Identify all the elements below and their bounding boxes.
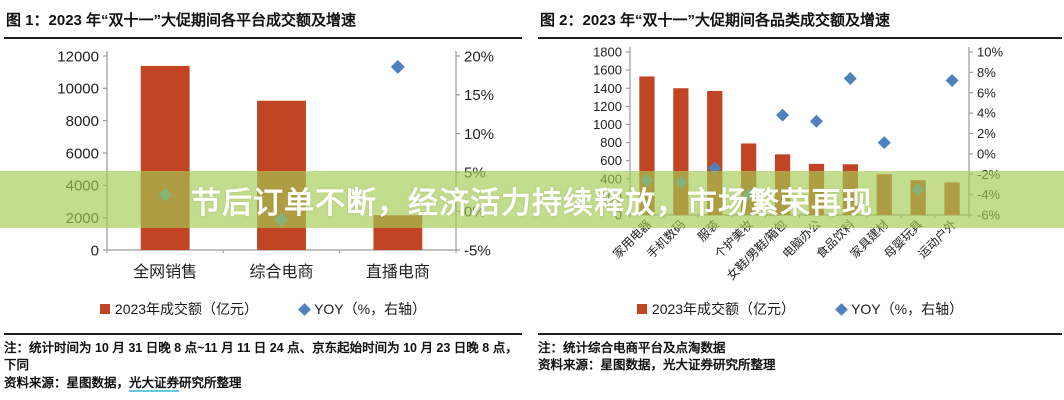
svg-text:1000: 1000 <box>593 117 622 132</box>
figure-2-notes: 注：统计综合电商平台及点淘数据 资料来源：星图数据，光大证券研究所整理 <box>538 333 1062 375</box>
svg-text:2%: 2% <box>977 126 996 141</box>
figure-2-note: 注：统计综合电商平台及点淘数据 <box>538 341 726 355</box>
svg-text:1800: 1800 <box>593 45 622 60</box>
source-link: 光大证券 <box>129 375 180 392</box>
yoy-legend-label: YOY（%，右轴） <box>851 301 964 317</box>
svg-text:10000: 10000 <box>57 81 99 98</box>
svg-text:8%: 8% <box>977 65 996 80</box>
figure-2-legend: 2023年成交额（亿元） YOY（%，右轴） <box>538 299 1062 319</box>
svg-text:12000: 12000 <box>57 48 99 65</box>
yoy-legend-marker-icon <box>298 302 311 316</box>
bar-legend-marker-icon <box>636 304 647 314</box>
svg-text:8000: 8000 <box>66 113 99 130</box>
figure-1-chart: 020004000600080001000012000-5%0%5%10%15%… <box>57 48 494 281</box>
category-labels: 全网销售 综合电商 直播电商 <box>133 263 430 281</box>
figure-1-legend: 2023年成交额（亿元） YOY（%，右轴） <box>4 299 522 319</box>
svg-text:1600: 1600 <box>593 63 622 78</box>
svg-text:600: 600 <box>600 153 622 168</box>
legend-item-gmv: 2023年成交额（亿元） <box>636 299 796 319</box>
source-suffix: 研究所整理 <box>179 375 242 390</box>
figure-1-note: 注：统计时间为 10 月 31 日晚 8 点~11 月 11 日 24 点、京东… <box>4 341 518 373</box>
bar-legend-label: 2023年成交额（亿元） <box>651 301 796 317</box>
svg-text:15%: 15% <box>464 87 494 104</box>
legend-item-yoy: YOY（%，右轴） <box>298 299 427 319</box>
bar-legend-label: 2023年成交额（亿元） <box>114 301 259 317</box>
yoy-legend-label: YOY（%，右轴） <box>314 301 427 317</box>
figure-1-source: 资料来源：星图数据，光大证券研究所整理 <box>4 375 522 392</box>
figure-1-title: 图 1：2023 年“双十一”大促期间各平台成交额及增速 <box>4 6 522 39</box>
figure-2-source: 资料来源：星图数据，光大证券研究所整理 <box>538 358 776 373</box>
figure-1-notes: 注：统计时间为 10 月 31 日晚 8 点~11 月 11 日 24 点、京东… <box>4 333 522 392</box>
bar-legend-marker-icon <box>99 304 110 314</box>
svg-text:800: 800 <box>600 135 622 150</box>
svg-text:6000: 6000 <box>66 145 99 162</box>
svg-text:20%: 20% <box>464 48 494 65</box>
legend-item-yoy: YOY（%，右轴） <box>835 299 964 319</box>
svg-text:综合电商: 综合电商 <box>249 263 313 281</box>
yoy-legend-marker-icon <box>835 302 848 316</box>
figure-2-chart: 020040060080010001200140016001800-6%-4%-… <box>593 45 1003 283</box>
headline-text: 节后订单不断，经济活力持续释放，市场繁荣再现 <box>191 186 873 220</box>
svg-text:10%: 10% <box>977 45 1003 60</box>
figure-2-title: 图 2：2023 年“双十一”大促期间各品类成交额及增速 <box>538 6 1062 39</box>
headline-overlay-band: 节后订单不断，经济活力持续释放，市场繁荣再现 <box>0 171 1064 228</box>
svg-text:0%: 0% <box>977 146 996 161</box>
svg-text:1200: 1200 <box>593 99 622 114</box>
legend-item-gmv: 2023年成交额（亿元） <box>99 299 259 319</box>
svg-text:0: 0 <box>91 242 99 259</box>
svg-text:4%: 4% <box>977 106 996 121</box>
svg-text:-5%: -5% <box>464 242 491 259</box>
source-prefix: 资料来源：星图数据， <box>4 375 130 390</box>
svg-text:全网销售: 全网销售 <box>133 263 197 281</box>
svg-text:6%: 6% <box>977 85 996 100</box>
svg-text:1400: 1400 <box>593 81 622 96</box>
svg-text:直播电商: 直播电商 <box>366 263 430 281</box>
svg-text:10%: 10% <box>464 126 494 143</box>
